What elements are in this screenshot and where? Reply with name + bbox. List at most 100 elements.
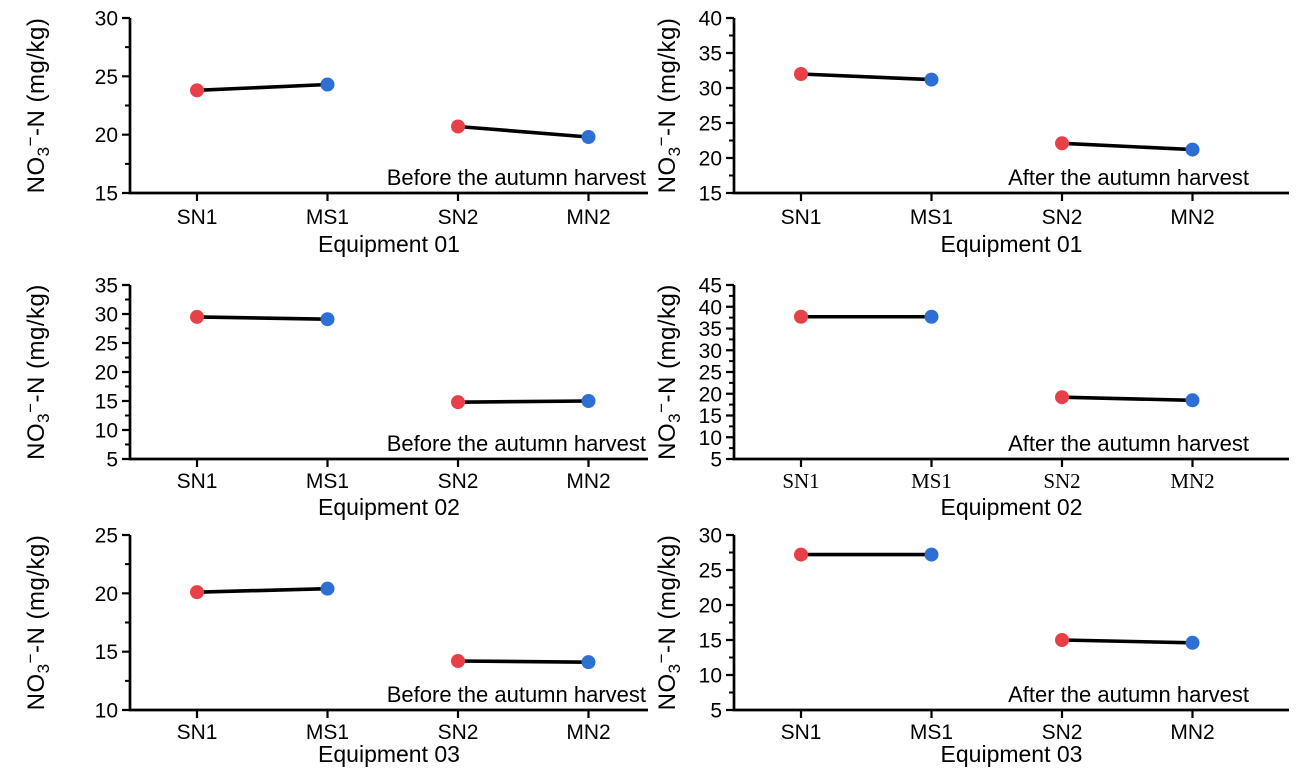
data-point-MS1 [320,312,335,327]
y-tick-label: 5 [710,449,722,472]
x-major-ticks [195,193,590,201]
data-point-SN2 [451,654,465,668]
x-major-ticks [195,459,590,467]
x-axis-title: Equipment 03 [941,741,1083,767]
data-point-SN2 [1055,633,1069,647]
x-tick-label: SN2 [438,206,479,229]
data-point-SN1 [190,83,204,98]
chart-panel-equipment-02-before: 5 10 15 20 25 30 35 SN1 MS1 SN2 MN2 Before the autu… [0,260,650,520]
y-tick-label: 30 [95,8,118,31]
data-point-MS1 [320,581,335,596]
y-tick-label: 25 [95,333,118,356]
x-tick-label: SN1 [782,469,819,493]
x-tick-label: MS1 [910,721,953,744]
x-major-ticks [195,710,590,718]
y-minor-ticks [125,46,130,165]
y-tick-label: 10 [95,700,118,723]
data-point-SN1 [794,309,808,324]
y-minor-ticks [125,563,130,682]
x-tick-label: MN2 [566,206,610,229]
y-major-ticks [726,283,734,461]
y-tick-label: 40 [699,296,722,319]
y-major-ticks [726,16,734,195]
x-tick-label: MN2 [566,721,610,744]
y-tick-label: 15 [699,405,722,428]
data-point-SN1 [190,309,204,324]
y-tick-label: 25 [95,525,118,548]
y-major-ticks [122,283,130,461]
annotation-label: After the autumn harvest [1008,431,1249,456]
y-tick-label: 25 [95,66,118,89]
y-tick-label: 15 [95,391,118,414]
y-axis-label: NO3−-N (mg/kg) [21,284,53,460]
x-tick-label: SN1 [781,721,822,744]
y-minor-ticks [729,294,734,450]
connector-line [457,124,589,139]
data-point-MN2 [581,130,596,144]
chart-panel-equipment-03-after: 5 10 15 20 25 30 SN1 MS1 SN2 MN2 After the autumn … [649,520,1299,779]
y-tick-label: 10 [699,427,722,450]
annotation-label: After the autumn harvest [1008,682,1249,707]
y-major-ticks [726,533,734,712]
y-tick-label: 5 [710,700,722,723]
chart-panel-equipment-01-before: 15 20 25 30 SN1 MS1 SN2 MN2 Before the autumn ha… [0,0,650,260]
data-point-SN2 [451,119,465,134]
x-axis-title: Equipment 01 [941,231,1083,257]
x-major-ticks [799,710,1194,718]
connector-line [196,82,328,93]
connector-line [1061,395,1193,403]
y-tick-label: 20 [95,362,118,385]
data-point-MS1 [924,72,939,87]
y-axis-label: NO3−-N (mg/kg) [21,18,53,194]
x-tick-label: SN1 [177,470,218,493]
x-tick-label: SN1 [177,721,218,744]
x-tick-label: SN2 [438,470,479,493]
y-tick-label: 25 [699,560,722,583]
y-tick-label: 25 [699,362,722,385]
x-axis-title: Equipment 03 [318,741,460,767]
y-tick-label: 15 [95,641,118,664]
plot-equipment-03-after: 5 10 15 20 25 30 SN1 MS1 SN2 MN2 After the autumn … [652,525,1289,767]
x-axis-title: Equipment 01 [318,231,460,257]
x-major-ticks [799,459,1194,467]
y-tick-label: 20 [95,583,118,606]
y-tick-label: 15 [95,183,118,206]
x-axis-title: Equipment 02 [941,494,1083,520]
connector-line [1061,141,1193,152]
y-axis-label: NO3−-N (mg/kg) [652,18,684,194]
y-tick-label: 20 [699,595,722,618]
data-point-MS1 [320,77,335,92]
chart-panel-equipment-01-after: 15 20 25 30 35 40 SN1 MS1 SN2 MN2 After the autumn… [649,0,1299,260]
x-tick-label: SN2 [438,721,479,744]
x-tick-label: MS1 [911,469,952,493]
x-tick-label: MN2 [1170,469,1214,493]
data-point-MN2 [1185,142,1200,157]
plot-equipment-02-before: 5 10 15 20 25 30 35 SN1 MS1 SN2 MN2 Before the autu… [21,275,648,520]
annotation-label: Before the autumn harvest [387,431,646,456]
y-tick-label: 30 [699,525,722,548]
plot-equipment-01-after: 15 20 25 30 35 40 SN1 MS1 SN2 MN2 After the autumn… [652,8,1289,257]
data-point-MN2 [1185,393,1200,408]
data-point-SN2 [1055,136,1069,151]
connector-line [196,586,328,594]
data-point-SN2 [1055,390,1069,405]
y-tick-label: 10 [699,665,722,688]
data-point-MS1 [924,547,939,562]
plot-equipment-01-before: 15 20 25 30 SN1 MS1 SN2 MN2 Before the autumn ha… [21,8,648,257]
y-tick-label: 20 [95,124,118,147]
connector-line [1061,638,1193,645]
x-tick-label: MS1 [306,470,349,493]
y-tick-label: 30 [699,78,722,101]
plot-equipment-03-before: 10 15 20 25 SN1 MS1 SN2 MN2 Before the autumn ha… [21,525,648,767]
y-minor-ticks [729,551,734,694]
y-tick-label: 35 [699,318,722,341]
y-major-ticks [122,16,130,195]
y-tick-label: 15 [699,183,722,206]
y-tick-label: 30 [699,340,722,363]
y-tick-label: 35 [95,275,118,298]
chart-panel-equipment-03-before: 10 15 20 25 SN1 MS1 SN2 MN2 Before the autumn ha… [0,520,650,779]
y-tick-label: 10 [95,420,118,443]
x-tick-label: MS1 [306,206,349,229]
